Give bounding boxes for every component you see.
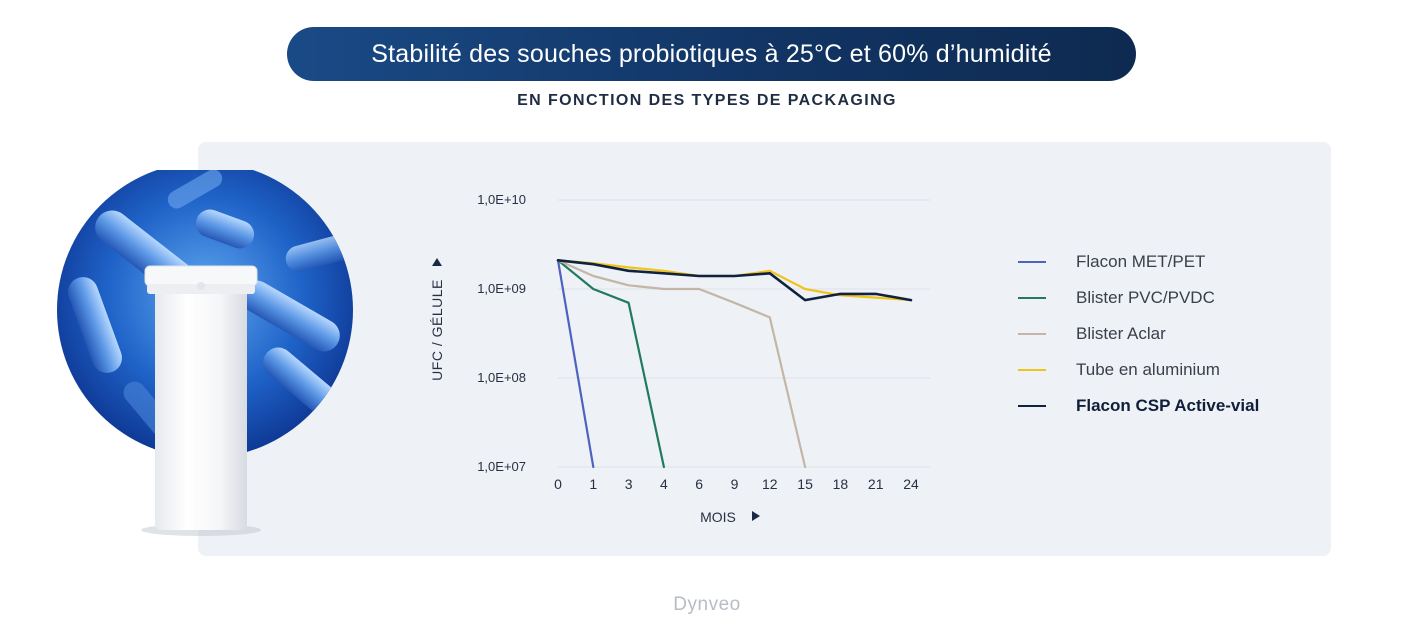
x-tick-label: 18 <box>833 476 849 492</box>
legend-swatch <box>1018 261 1046 263</box>
series-line-0 <box>556 259 595 469</box>
x-tick-label: 1 <box>589 476 597 492</box>
x-tick-label: 6 <box>695 476 703 492</box>
x-tick-label: 21 <box>868 476 884 492</box>
legend-swatch <box>1018 333 1046 335</box>
legend-label: Flacon CSP Active-vial <box>1076 396 1260 415</box>
x-tick-label: 4 <box>660 476 668 492</box>
brand-logo: Dynveo <box>673 594 741 615</box>
chart-subtitle: EN FONCTION DES TYPES DE PACKAGING <box>517 92 897 109</box>
y-tick-label: 1,0E+10 <box>477 192 526 207</box>
y-tick-label: 1,0E+09 <box>477 281 526 296</box>
legend-item-flacon-met-pet: Flacon MET/PET <box>1018 244 1259 280</box>
y-tick-label: 1,0E+08 <box>477 370 526 385</box>
x-axis-arrow-icon <box>752 511 760 521</box>
legend-item-blister-pvc-pvdc: Blister PVC/PVDC <box>1018 280 1259 316</box>
chart-title: Stabilité des souches probiotiques à 25°… <box>287 27 1136 81</box>
vial-icon <box>141 265 261 536</box>
legend-label: Tube en aluminium <box>1076 360 1220 379</box>
legend-label: Blister PVC/PVDC <box>1076 288 1215 307</box>
y-tick-label: 1,0E+07 <box>477 459 526 474</box>
y-axis-arrow-icon <box>432 258 442 266</box>
x-tick-label: 3 <box>625 476 633 492</box>
x-tick-label: 24 <box>903 476 919 492</box>
legend-label: Flacon MET/PET <box>1076 252 1206 271</box>
x-tick-label: 12 <box>762 476 778 492</box>
legend-item-blister-aclar: Blister Aclar <box>1018 316 1259 352</box>
series-line-1 <box>556 259 665 469</box>
legend-swatch <box>1018 297 1046 299</box>
legend-swatch <box>1018 369 1046 371</box>
x-tick-label: 0 <box>554 476 562 492</box>
legend-item-flacon-csp-active-vial: Flacon CSP Active-vial <box>1018 388 1259 424</box>
chart-legend: Flacon MET/PET Blister PVC/PVDC Blister … <box>1018 244 1259 424</box>
legend-label: Blister Aclar <box>1076 324 1166 343</box>
series-line-4 <box>556 259 913 302</box>
y-axis-label: UFC / GÉLULE <box>429 279 445 381</box>
legend-swatch <box>1018 405 1046 407</box>
line-chart: 1,0E+10 1,0E+09 1,0E+08 1,0E+07 0 1 3 4 6 9 12 15 1… <box>429 192 930 525</box>
chart-panel <box>198 142 1331 556</box>
x-tick-label: 9 <box>731 476 739 492</box>
series-line-2 <box>556 259 807 469</box>
x-axis-label: MOIS <box>700 509 736 525</box>
probiotic-vial-illustration <box>57 170 353 536</box>
x-tick-label: 15 <box>797 476 813 492</box>
legend-item-tube-aluminium: Tube en aluminium <box>1018 352 1259 388</box>
